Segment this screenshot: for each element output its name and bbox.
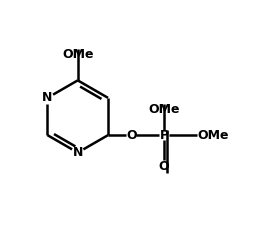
Text: N: N <box>42 91 53 104</box>
Text: N: N <box>73 146 83 159</box>
Text: O: O <box>126 129 137 142</box>
Text: OMe: OMe <box>62 48 94 61</box>
Text: OMe: OMe <box>148 103 180 116</box>
Text: O: O <box>159 160 169 173</box>
Text: P: P <box>159 129 169 142</box>
Text: OMe: OMe <box>198 129 229 142</box>
